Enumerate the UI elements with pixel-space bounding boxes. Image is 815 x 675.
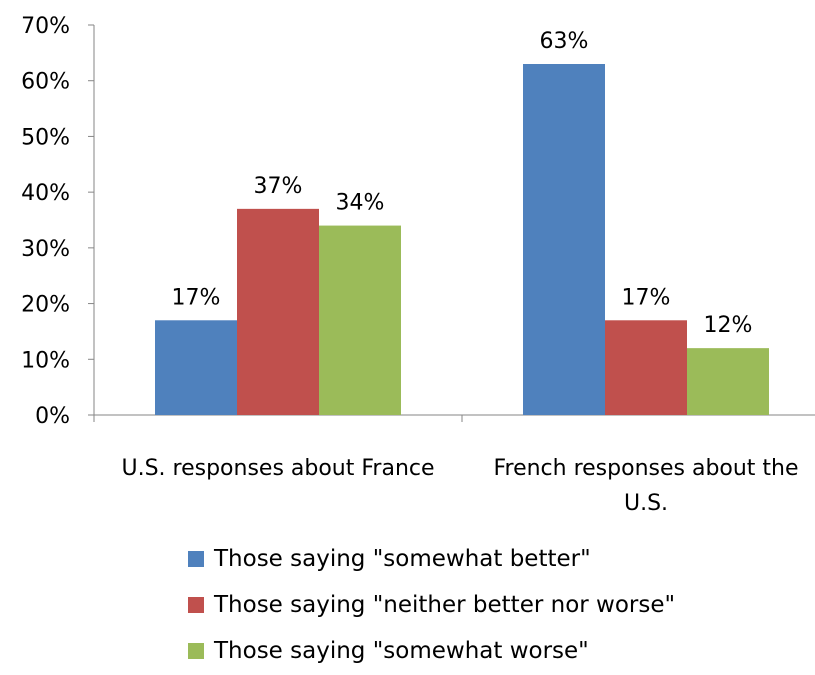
- bar: [155, 320, 237, 415]
- x-category-label: U.S. responses about France: [121, 456, 434, 481]
- y-tick-label: 20%: [21, 293, 70, 318]
- legend-item-somewhat-better: Those saying "somewhat better": [188, 536, 675, 582]
- data-label: 12%: [704, 313, 753, 338]
- data-label: 17%: [172, 285, 221, 310]
- y-tick-label: 10%: [21, 348, 70, 373]
- legend-label: Those saying "somewhat worse": [214, 638, 589, 664]
- bar-chart-svg: 0% 10% 20% 30% 40% 50% 60% 70% 17% 37% 34% U.S. res…: [21, 14, 815, 516]
- legend-label: Those saying "neither better nor worse": [214, 592, 676, 618]
- legend-swatch-red: [188, 597, 204, 613]
- bar: [237, 208, 319, 415]
- data-label: 37%: [254, 174, 303, 199]
- y-tick-label: 30%: [21, 237, 70, 262]
- x-category-label: U.S.: [624, 491, 668, 516]
- legend-item-somewhat-worse: Those saying "somewhat worse": [188, 628, 675, 674]
- bar: [605, 320, 687, 415]
- legend: Those saying "somewhat better" Those say…: [188, 536, 675, 674]
- y-tick-label: 60%: [21, 70, 70, 95]
- y-tick-label: 50%: [21, 125, 70, 150]
- y-tick-label: 0%: [35, 404, 70, 429]
- data-label: 63%: [540, 29, 589, 54]
- legend-label: Those saying "somewhat better": [214, 546, 591, 572]
- data-label: 17%: [622, 285, 671, 310]
- bar: [687, 348, 769, 415]
- x-category-label: French responses about the: [493, 456, 798, 481]
- y-tick-label: 40%: [21, 181, 70, 206]
- bar: [523, 64, 605, 415]
- legend-swatch-blue: [188, 551, 204, 567]
- legend-item-neither: Those saying "neither better nor worse": [188, 582, 675, 628]
- bar: [319, 225, 401, 415]
- legend-swatch-green: [188, 643, 204, 659]
- data-label: 34%: [336, 191, 385, 216]
- y-tick-label: 70%: [21, 14, 70, 39]
